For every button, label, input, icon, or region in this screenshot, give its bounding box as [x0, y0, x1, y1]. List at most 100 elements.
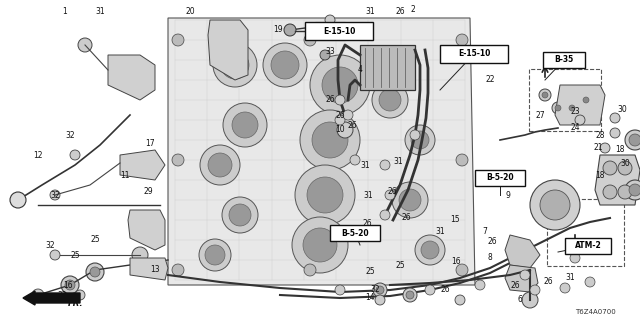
Circle shape — [530, 180, 580, 230]
Text: 32: 32 — [370, 285, 380, 294]
Circle shape — [373, 283, 387, 297]
Text: 25: 25 — [395, 260, 405, 269]
Bar — [440, 45, 508, 63]
Circle shape — [78, 38, 92, 52]
Circle shape — [90, 267, 100, 277]
Text: 26: 26 — [395, 7, 405, 17]
Circle shape — [406, 291, 414, 299]
Circle shape — [263, 43, 307, 87]
Text: 25: 25 — [70, 251, 80, 260]
Circle shape — [172, 264, 184, 276]
Text: 31: 31 — [365, 7, 375, 17]
Circle shape — [456, 34, 468, 46]
Circle shape — [75, 290, 85, 300]
Bar — [543, 52, 585, 68]
Circle shape — [10, 192, 26, 208]
Text: 32: 32 — [57, 291, 67, 300]
Circle shape — [542, 92, 548, 98]
Text: 26: 26 — [335, 110, 345, 119]
Circle shape — [425, 285, 435, 295]
Polygon shape — [555, 85, 605, 125]
Circle shape — [618, 185, 632, 199]
Polygon shape — [108, 55, 155, 100]
Text: 32: 32 — [45, 241, 55, 250]
Circle shape — [335, 115, 345, 125]
Polygon shape — [505, 265, 538, 292]
Circle shape — [213, 43, 257, 87]
Circle shape — [380, 160, 390, 170]
Text: 23: 23 — [570, 108, 580, 116]
Circle shape — [570, 253, 580, 263]
Text: 14: 14 — [365, 293, 375, 302]
Text: 26: 26 — [347, 121, 357, 130]
Circle shape — [232, 112, 258, 138]
Circle shape — [303, 228, 337, 262]
Circle shape — [421, 241, 439, 259]
Circle shape — [403, 288, 417, 302]
Circle shape — [603, 185, 617, 199]
Circle shape — [300, 110, 360, 170]
Circle shape — [199, 239, 231, 271]
Text: 12: 12 — [33, 150, 43, 159]
Text: 17: 17 — [145, 139, 155, 148]
Circle shape — [65, 280, 75, 290]
Circle shape — [379, 89, 401, 111]
Text: 22: 22 — [485, 76, 495, 84]
Circle shape — [304, 34, 316, 46]
Circle shape — [310, 55, 370, 115]
Text: 16: 16 — [63, 281, 73, 290]
Text: 26: 26 — [401, 212, 411, 221]
Text: 31: 31 — [363, 190, 373, 199]
Text: 13: 13 — [150, 266, 160, 275]
Circle shape — [132, 247, 148, 263]
Text: 6: 6 — [518, 295, 522, 305]
Circle shape — [456, 264, 468, 276]
Text: 33: 33 — [325, 47, 335, 57]
Circle shape — [410, 130, 420, 140]
Bar — [315, 22, 345, 40]
Circle shape — [569, 105, 575, 111]
Bar — [475, 170, 525, 186]
Circle shape — [629, 184, 640, 196]
Text: 26: 26 — [510, 281, 520, 290]
Circle shape — [560, 283, 570, 293]
Text: 29: 29 — [143, 188, 153, 196]
Circle shape — [343, 110, 353, 120]
Text: 19: 19 — [273, 26, 283, 35]
Circle shape — [284, 24, 296, 36]
Circle shape — [380, 210, 390, 220]
Polygon shape — [208, 20, 248, 80]
Circle shape — [566, 102, 578, 114]
Circle shape — [335, 285, 345, 295]
Circle shape — [295, 165, 355, 225]
Text: E-15-10: E-15-10 — [458, 50, 490, 59]
Text: 28: 28 — [595, 131, 605, 140]
Text: 25: 25 — [365, 268, 375, 276]
Circle shape — [222, 197, 258, 233]
Circle shape — [585, 277, 595, 287]
Circle shape — [320, 50, 330, 60]
Text: 15: 15 — [450, 215, 460, 225]
Circle shape — [172, 154, 184, 166]
Bar — [330, 225, 380, 241]
Text: ATM-2: ATM-2 — [575, 242, 602, 251]
Circle shape — [552, 102, 564, 114]
Circle shape — [307, 177, 343, 213]
Circle shape — [223, 103, 267, 147]
Text: 7: 7 — [483, 228, 488, 236]
Text: 11: 11 — [120, 171, 130, 180]
Circle shape — [312, 122, 348, 158]
Text: 30: 30 — [617, 106, 627, 115]
Circle shape — [372, 82, 408, 118]
Circle shape — [200, 145, 240, 185]
Text: 32: 32 — [50, 190, 60, 199]
Circle shape — [208, 153, 232, 177]
Text: 25: 25 — [90, 236, 100, 244]
Text: 26: 26 — [325, 95, 335, 105]
Circle shape — [292, 217, 348, 273]
Text: 20: 20 — [185, 7, 195, 17]
Text: 26: 26 — [387, 188, 397, 196]
Bar — [305, 22, 373, 40]
Text: 31: 31 — [435, 228, 445, 236]
Circle shape — [61, 276, 79, 294]
